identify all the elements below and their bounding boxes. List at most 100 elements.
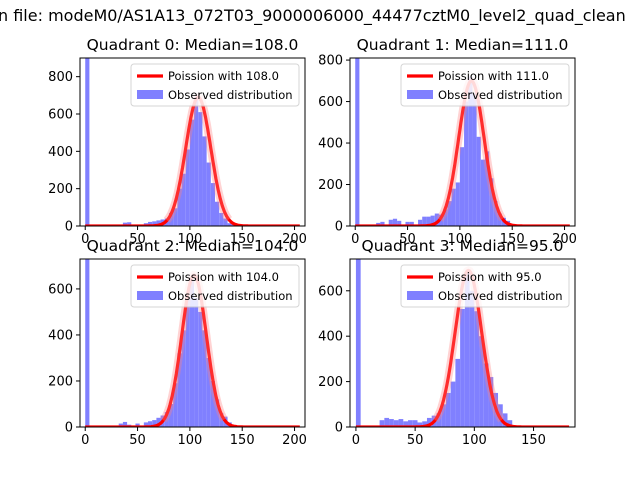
histogram-bar: [156, 417, 161, 427]
histogram-bar: [445, 392, 451, 427]
histogram-bar: [483, 363, 489, 427]
y-tick-label: 600: [318, 284, 343, 299]
histogram-bar: [384, 417, 390, 427]
quadrant-0-axes: 0 50 100 150 200 0 200 400 600 800 Quadrant 0: Med…: [48, 36, 307, 247]
histogram-bar: [507, 420, 513, 427]
histogram-bar: [405, 221, 410, 226]
histogram-bar: [85, 58, 90, 226]
x-tick-label: 150: [500, 232, 525, 247]
x-tick-label: 200: [282, 433, 307, 448]
histogram-bar: [409, 221, 414, 226]
y-tick-label: 0: [65, 421, 73, 436]
histogram-bar: [355, 259, 361, 427]
histogram-bar: [202, 136, 207, 226]
legend-hist-swatch: [137, 291, 163, 300]
histogram-bar: [479, 336, 484, 427]
legend-label-poisson: Poission with 95.0: [438, 270, 542, 284]
histogram-bar: [148, 221, 153, 226]
y-tick-label: 200: [48, 182, 73, 197]
legend: Poission with 104.0 Observed distribution: [130, 264, 300, 308]
y-tick-label: 200: [318, 375, 343, 390]
quadrant-3-axes: 0 50 100 150 0 200 400 600 Quadrant 3: Median=95…: [318, 237, 576, 448]
histogram-bar: [189, 119, 195, 226]
y-tick-label: 0: [65, 220, 73, 235]
legend-label-poisson: Poission with 111.0: [438, 69, 549, 83]
axes-frame: [349, 258, 576, 428]
x-tick-label: 150: [230, 433, 255, 448]
y-tick-label: 800: [318, 54, 343, 69]
histogram-bar: [393, 420, 399, 427]
histogram-bar: [436, 413, 442, 427]
histogram-bar: [412, 420, 418, 427]
histogram-bar: [215, 399, 220, 427]
legend: Poission with 111.0 Observed distribution: [400, 63, 570, 107]
histogram-bar: [206, 162, 211, 226]
histogram-bar: [206, 357, 211, 427]
histogram-bar: [219, 413, 224, 427]
histogram-bar: [223, 218, 228, 226]
histogram-bar: [152, 221, 157, 226]
x-tick-label: 0: [81, 433, 89, 448]
histogram-bar: [380, 221, 385, 226]
legend-label-poisson: Poission with 108.0: [168, 69, 279, 83]
histogram-bar: [219, 212, 224, 226]
histogram-bar: [127, 222, 132, 226]
histogram-bar: [379, 420, 385, 427]
histogram-bar: [118, 423, 123, 427]
histogram-bar: [122, 222, 128, 226]
histogram-bar: [148, 421, 153, 427]
histogram-bar: [469, 290, 475, 427]
histogram-bar: [173, 383, 178, 427]
y-tick-label: 400: [48, 328, 73, 343]
quadrant-1-axes: 0 50 100 150 200 0 200 400 600 800 Quadrant 1: Med…: [318, 36, 577, 247]
histogram-bar: [408, 420, 413, 427]
histogram-bar: [426, 216, 431, 226]
histogram-bar: [177, 353, 182, 427]
legend-box: [130, 63, 300, 107]
y-tick-label: 600: [318, 95, 343, 110]
histogram-bar: [389, 419, 394, 427]
histogram-bar: [177, 188, 182, 226]
y-tick-label: 800: [48, 70, 73, 85]
legend-box: [130, 264, 300, 308]
histogram-bar: [460, 308, 465, 427]
histogram-bar: [430, 215, 435, 226]
histogram-bar: [434, 213, 439, 226]
histogram-bar: [398, 419, 404, 427]
legend-hist-swatch: [137, 90, 163, 99]
histogram-bar: [464, 101, 469, 226]
histogram-bar: [227, 223, 232, 226]
legend-label-observed: Observed distribution: [438, 289, 563, 303]
legend-hist-swatch: [407, 291, 433, 300]
histogram-bar: [202, 330, 207, 427]
histogram: [355, 58, 511, 226]
histogram-bar: [189, 279, 195, 427]
x-tick-label: 0: [352, 433, 360, 448]
y-tick-label: 600: [48, 108, 73, 123]
legend-hist-swatch: [407, 90, 433, 99]
histogram-bar: [459, 147, 465, 226]
x-tick-label: 50: [129, 433, 146, 448]
histogram: [85, 58, 236, 226]
histogram-bar: [464, 272, 470, 427]
axes-frame: [79, 258, 306, 428]
x-tick-label: 100: [177, 232, 202, 247]
legend-label-observed: Observed distribution: [168, 88, 293, 102]
histogram-bar: [455, 358, 461, 427]
histogram-bar: [422, 421, 427, 427]
histogram-bar: [488, 377, 494, 427]
legend: Poission with 95.0 Observed distribution: [400, 264, 570, 308]
histogram-bar: [422, 216, 427, 226]
histogram: [355, 259, 513, 427]
histogram-bar: [198, 311, 203, 427]
y-tick-label: 0: [335, 220, 343, 235]
histogram-bar: [210, 380, 215, 427]
histogram-bar: [164, 412, 169, 427]
poisson-line: [84, 95, 301, 226]
histogram-bar: [168, 403, 174, 427]
x-tick-label: 50: [129, 232, 146, 247]
histogram-bar: [85, 259, 90, 427]
histogram-bar: [143, 422, 149, 427]
histogram-bar: [181, 173, 186, 226]
